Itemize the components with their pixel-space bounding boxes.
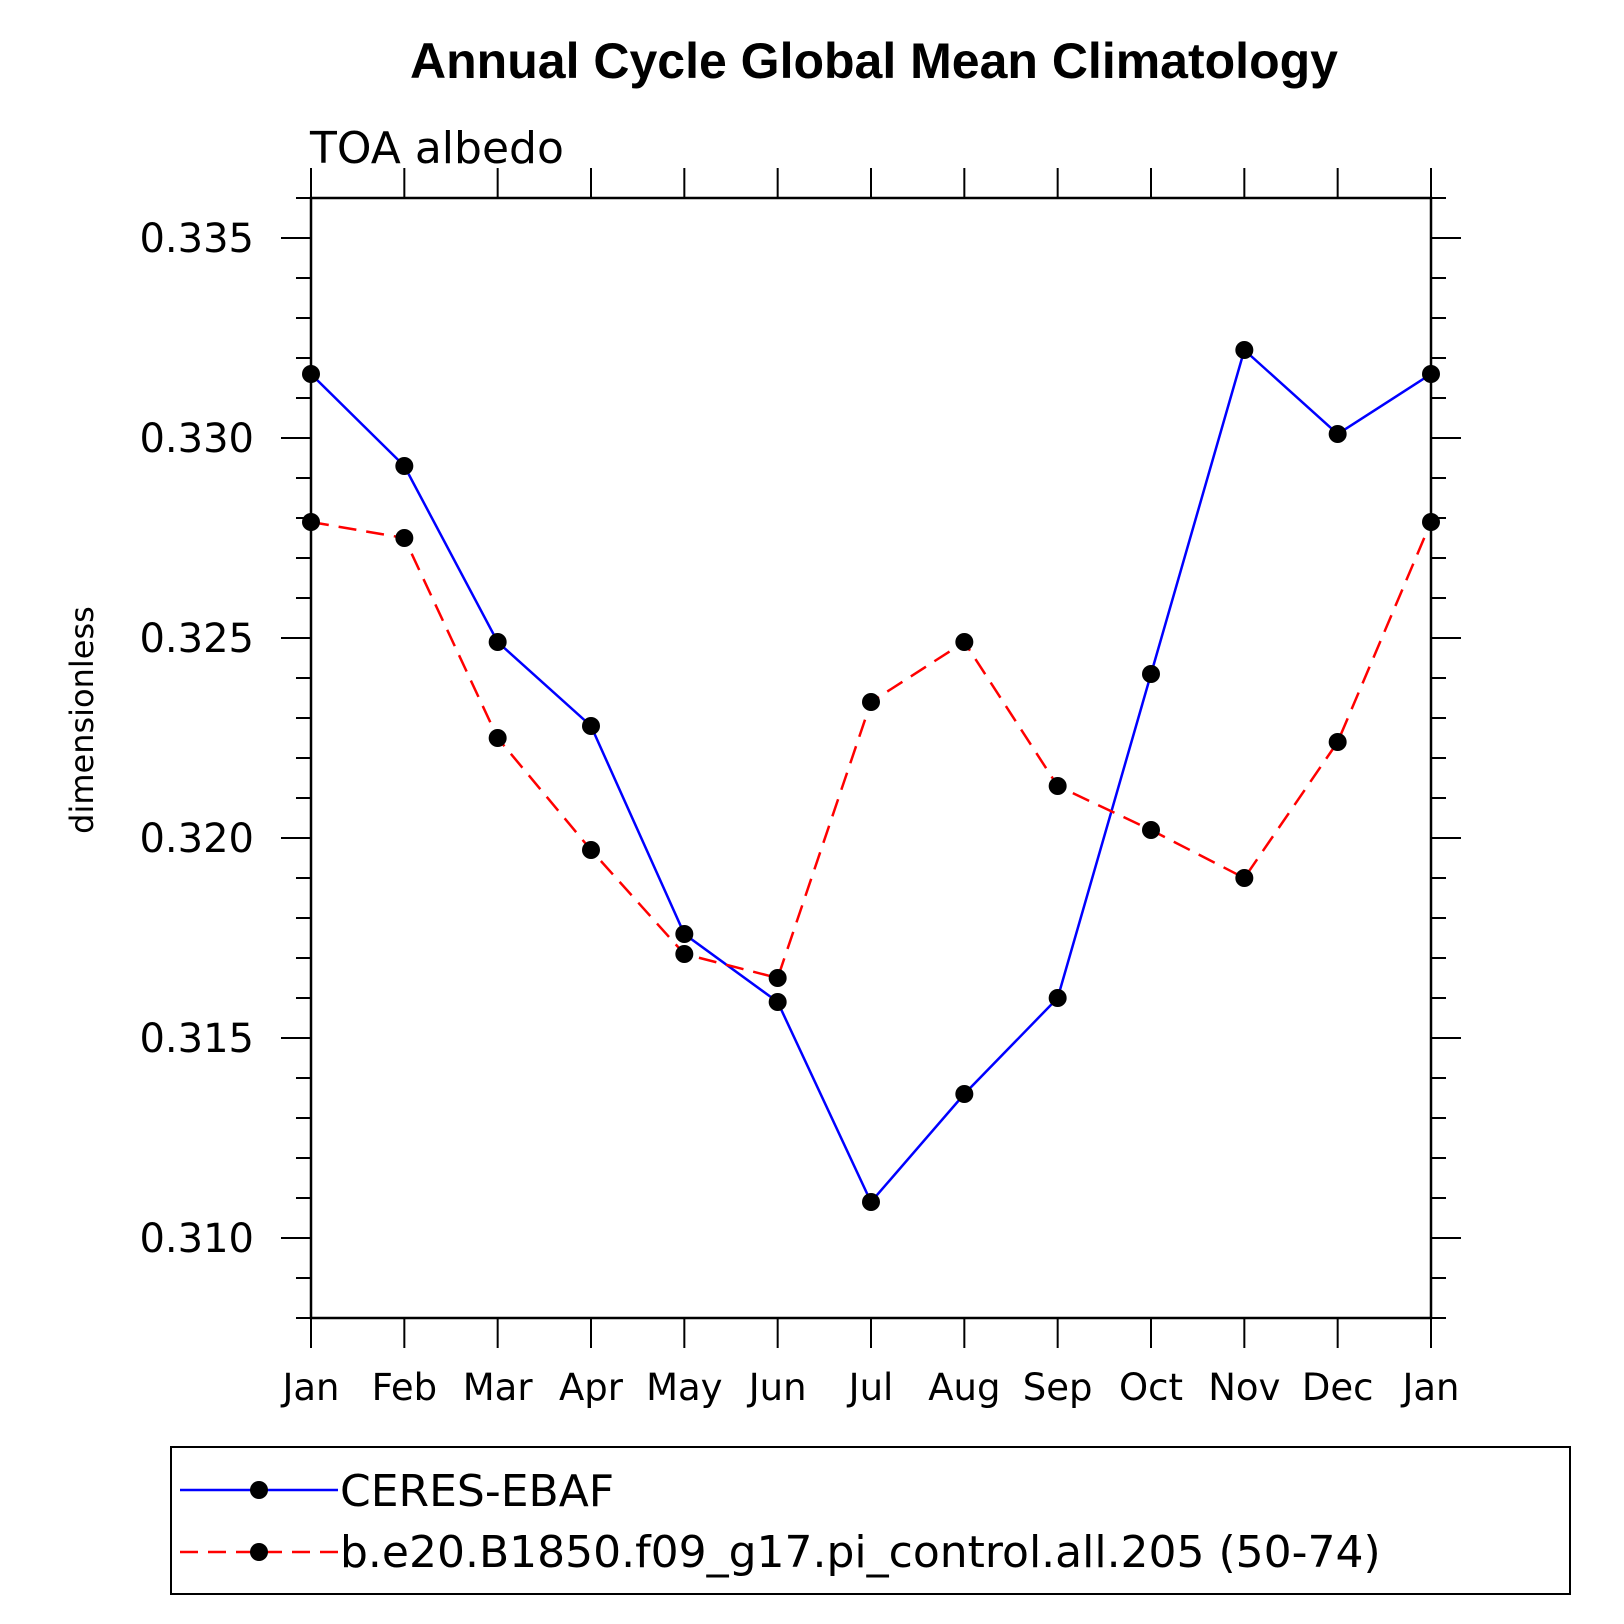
x-tick-label: Dec: [1302, 1366, 1374, 1409]
data-point-series-1: [1048, 989, 1067, 1007]
y-tick-label: 0.315: [139, 1016, 254, 1062]
y-tick-labels: 0.310 0.315 0.320 0.325 0.330 0.335: [139, 216, 254, 1262]
data-point-series-2: [1235, 869, 1254, 887]
data-point-series-2: [488, 729, 507, 747]
legend-box: [170, 1446, 1571, 1595]
x-tick-labels: Jan Feb Mar Apr May Jun Jul Aug Sep Oct Nov Dec Jan: [280, 1366, 1459, 1409]
data-point-series-2: [395, 529, 414, 547]
data-point-series-1: [768, 993, 787, 1011]
data-point-series-1: [955, 1085, 974, 1103]
data-point-series-2: [582, 841, 600, 859]
legend-label-ceres: CERES-EBAF: [340, 1466, 614, 1517]
x-tick-label: Sep: [1023, 1366, 1093, 1409]
x-tick-label: Nov: [1208, 1366, 1280, 1409]
data-point-series-1: [582, 717, 600, 735]
data-point-series-2: [1048, 777, 1067, 795]
axis-ticks: [281, 168, 1461, 1348]
data-point-series-1: [675, 925, 694, 943]
series-line-2: [310, 520, 1433, 980]
y-tick-label: 0.335: [139, 216, 254, 262]
data-point-series-2: [862, 693, 880, 711]
chart-subtitle: TOA albedo: [309, 123, 564, 174]
data-point-series-1: [488, 633, 507, 651]
x-tick-label: Oct: [1119, 1366, 1183, 1409]
x-tick-label: Mar: [463, 1366, 534, 1409]
y-tick-label: 0.320: [139, 816, 254, 862]
data-point-series-2: [675, 945, 694, 963]
series-line-1: [310, 347, 1432, 1205]
x-tick-label: Aug: [928, 1366, 1000, 1409]
legend-marker-model: [250, 1543, 268, 1561]
data-point-series-2: [1328, 733, 1347, 751]
y-axis-title: dimensionless: [63, 606, 101, 834]
x-tick-label: May: [646, 1366, 723, 1409]
data-point-series-1: [1235, 341, 1254, 359]
y-tick-label: 0.330: [139, 416, 254, 462]
data-point-series-1: [1142, 665, 1160, 683]
legend-label-model: b.e20.B1850.f09_g17.pi_control.all.205 (…: [340, 1527, 1381, 1578]
data-point-series-1: [862, 1193, 880, 1211]
legend: CERES-EBAF b.e20.B1850.f09_g17.pi_contro…: [170, 1446, 1571, 1595]
chart-title: Annual Cycle Global Mean Climatology: [410, 33, 1338, 89]
y-tick-label: 0.310: [139, 1216, 254, 1262]
x-tick-label: Feb: [372, 1366, 438, 1409]
data-point-series-2: [1142, 821, 1160, 839]
legend-marker-ceres: [250, 1481, 268, 1499]
y-tick-label: 0.325: [139, 616, 254, 662]
data-point-series-2: [955, 633, 974, 651]
x-tick-label: Jan: [1400, 1366, 1459, 1409]
data-point-series-2: [768, 969, 787, 987]
series-lines: [302, 341, 1440, 1211]
plot-frame: [309, 196, 1433, 1320]
x-tick-label: Jul: [847, 1366, 894, 1409]
x-tick-label: Jun: [747, 1366, 807, 1409]
x-tick-label: Jan: [280, 1366, 339, 1409]
data-point-series-1: [395, 457, 414, 475]
data-point-series-1: [1328, 425, 1347, 443]
x-tick-label: Apr: [559, 1366, 624, 1409]
